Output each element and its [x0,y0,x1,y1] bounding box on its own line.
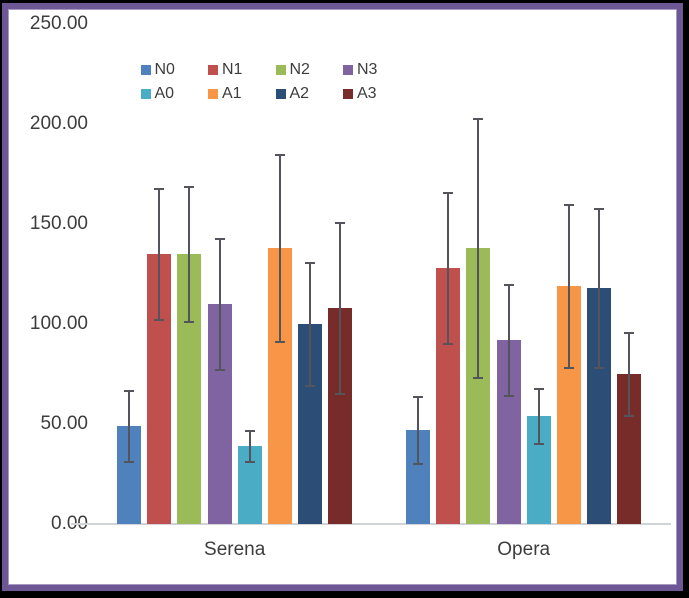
legend-swatch-n2 [275,65,286,75]
legend-swatch-a0 [140,89,151,99]
error-bar-cap-low-serena-a0 [244,460,255,463]
error-bar-cap-high-serena-n3 [214,237,225,240]
legend-label-a2: A2 [289,85,310,102]
error-bar-opera-n3 [507,283,510,396]
error-bar-cap-low-opera-a1 [564,366,574,369]
legend-swatch-a2 [275,89,286,99]
legend-entry-a3: A3 [343,86,411,102]
error-bar-opera-a1 [568,203,570,368]
y-axis-tick-label: 250.00 [29,12,88,34]
legend-label-n2: N2 [289,61,310,78]
error-bar-opera-a2 [598,207,601,368]
legend-entry-n2: N2 [275,61,344,78]
error-bar-opera-n2 [477,117,480,378]
error-bar-cap-low-serena-n3 [214,368,225,371]
error-bar-cap-high-opera-a0 [533,387,544,390]
error-bar-cap-low-opera-a0 [533,442,544,445]
legend-swatch-n3 [343,65,353,75]
error-bar-serena-n3 [218,237,221,370]
y-axis-tick-label: 200.00 [29,112,88,134]
legend-swatch-n1 [208,65,218,75]
error-bar-cap-low-serena-n1 [154,318,165,321]
error-bar-cap-high-serena-a2 [305,261,316,264]
error-bar-serena-a3 [339,221,342,394]
legend-label-n0: N0 [154,61,175,78]
error-bar-cap-high-opera-a2 [594,207,605,210]
legend-entry-n0: N0 [140,61,209,78]
error-bar-cap-high-serena-a3 [335,221,346,224]
y-axis-tick-label: 150.00 [29,212,88,234]
legend-swatch-a3 [343,89,353,99]
error-bar-opera-n1 [447,191,450,344]
error-bar-cap-high-serena-n1 [154,187,165,190]
error-bar-opera-a3 [628,331,631,416]
error-bar-cap-low-opera-n3 [503,394,514,397]
error-bar-cap-high-serena-a1 [275,153,285,156]
error-bar-serena-n0 [128,389,130,462]
error-bar-cap-low-serena-a2 [305,384,316,387]
legend-label-a3: A3 [357,85,377,102]
error-bar-cap-high-opera-n0 [413,395,423,398]
legend-entry-a1: A1 [208,86,276,102]
legend-swatch-n0 [140,65,151,75]
error-bar-cap-low-opera-a2 [594,366,605,369]
error-bar-cap-low-opera-a3 [624,414,635,417]
error-bar-serena-a1 [279,153,281,342]
legend-swatch-a1 [208,89,218,99]
error-bar-cap-low-serena-a3 [335,392,346,395]
error-bar-serena-a0 [248,429,251,462]
legend-entry-n1: N1 [208,62,276,78]
category-label-opera: Opera [497,539,551,560]
legend-label-n3: N3 [357,61,378,78]
legend-entry-n3: N3 [343,62,411,78]
error-bar-serena-n2 [188,185,191,322]
error-bar-serena-a2 [309,261,312,386]
error-bar-cap-high-serena-n0 [124,389,134,392]
error-bar-cap-low-serena-a1 [275,340,285,343]
error-bar-cap-high-opera-n1 [443,191,454,194]
error-bar-cap-high-serena-a0 [244,429,255,432]
y-axis-tick-label: 100.00 [29,312,88,334]
error-bar-cap-low-serena-n2 [184,320,195,323]
y-axis-tick-label: 0.00 [51,512,88,534]
error-bar-cap-low-opera-n2 [473,376,484,379]
error-bar-opera-n0 [417,395,419,464]
error-bar-serena-n1 [158,187,161,320]
legend-label-a0: A0 [154,85,175,102]
y-axis-tick-label: 50.00 [40,412,88,434]
error-bar-opera-a0 [537,387,540,444]
error-bar-cap-high-opera-a3 [624,331,635,334]
error-bar-cap-high-opera-n3 [503,283,514,286]
legend-entry-a0: A0 [140,85,209,102]
legend-entry-a2: A2 [275,85,344,102]
legend-label-a1: A1 [222,85,242,102]
error-bar-cap-low-opera-n1 [443,342,454,345]
x-axis-line [71,522,671,525]
category-label-serena: Serena [204,539,266,560]
error-bar-cap-high-opera-n2 [473,117,484,120]
error-bar-cap-low-serena-n0 [124,460,134,463]
error-bar-cap-high-serena-n2 [184,185,195,188]
error-bar-cap-low-opera-n0 [413,462,423,465]
legend-label-n1: N1 [222,61,243,78]
error-bar-cap-high-opera-a1 [564,203,574,206]
